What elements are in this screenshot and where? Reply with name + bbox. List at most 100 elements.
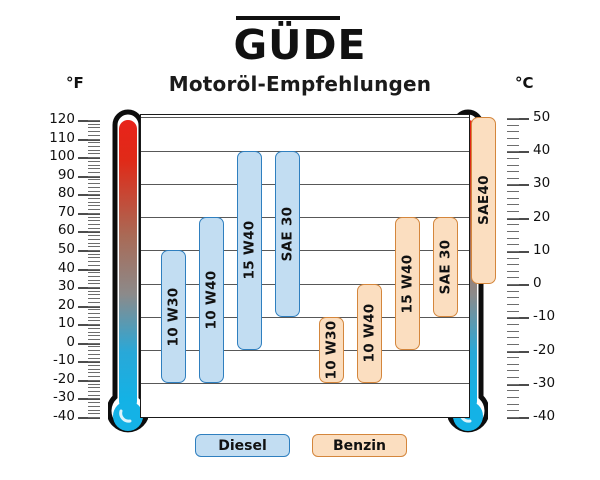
axis-tick-label: 10 <box>533 241 551 258</box>
axis-tick-minor <box>88 164 100 166</box>
brand-logo: GÜDE <box>0 16 600 67</box>
axis-tick-minor <box>507 230 519 232</box>
oil-range-bar-label: SAE 30 <box>437 239 454 295</box>
axis-tick-major <box>507 250 529 253</box>
axis-tick-label: 100 <box>49 148 75 165</box>
legend-item[interactable]: Benzin <box>312 434 407 457</box>
axis-tick-minor <box>507 191 519 193</box>
axis-tick-minor <box>88 179 100 181</box>
axis-tick-minor <box>507 151 519 153</box>
axis-tick-minor <box>88 394 100 396</box>
axis-tick-minor <box>88 405 100 407</box>
axis-tick-minor <box>88 183 100 185</box>
gridline <box>141 316 469 318</box>
oil-range-bar-label: 10 W40 <box>203 270 220 330</box>
axis-tick-minor <box>507 337 519 339</box>
axis-tick-minor <box>88 227 100 229</box>
legend-item[interactable]: Diesel <box>195 434 290 457</box>
axis-tick-major <box>507 417 529 419</box>
axis-tick-minor <box>88 327 100 329</box>
axis-tick-major <box>507 184 529 187</box>
axis-tick-minor <box>88 275 100 277</box>
axis-tick-minor <box>88 305 100 307</box>
axis-tick-label: 40 <box>533 142 551 159</box>
axis-tick-minor <box>88 153 100 155</box>
axis-tick-minor <box>88 246 100 248</box>
axis-tick-minor <box>88 391 100 392</box>
oil-range-bar-label: 15 W40 <box>399 254 416 313</box>
axis-tick-minor <box>88 365 100 367</box>
axis-tick-minor <box>507 118 519 119</box>
axis-tick-minor <box>88 168 100 170</box>
axis-tick-minor <box>88 342 100 344</box>
axis-tick-minor <box>507 383 519 385</box>
axis-tick-minor <box>507 390 519 392</box>
axis-tick-minor <box>88 313 100 315</box>
axis-tick-major <box>78 361 100 364</box>
axis-tick-minor <box>88 387 100 389</box>
axis-tick-minor <box>507 410 519 412</box>
axis-tick-minor <box>507 417 519 418</box>
axis-tick-label: 70 <box>57 203 75 220</box>
oil-range-bar-label: 15 W40 <box>241 220 258 280</box>
axis-tick-minor <box>507 257 519 259</box>
axis-tick-label: 20 <box>533 208 551 225</box>
axis-tick-minor <box>507 277 519 279</box>
axis-tick-minor <box>88 249 100 251</box>
axis-tick-minor <box>507 204 519 206</box>
axis-tick-minor <box>507 284 519 286</box>
axis-tick-minor <box>88 353 100 355</box>
axis-tick-minor <box>88 134 100 136</box>
axis-tick-minor <box>88 212 100 214</box>
axis-tick-minor <box>88 194 100 196</box>
axis-tick-minor <box>88 287 100 289</box>
axis-tick-label: 120 <box>49 111 75 127</box>
axis-tick-minor <box>88 238 100 240</box>
axis-tick-minor <box>88 402 100 404</box>
axis-tick-minor <box>88 301 100 303</box>
axis-tick-major <box>78 231 100 234</box>
axis-tick-minor <box>88 264 100 266</box>
axis-tick-minor <box>88 316 100 318</box>
axis-tick-minor <box>507 350 519 352</box>
axis-tick-minor <box>88 157 100 159</box>
axis-tick-label: 110 <box>49 129 75 146</box>
axis-tick-major <box>507 350 529 353</box>
axis-tick-minor <box>88 324 100 326</box>
axis-tick-minor <box>88 413 100 415</box>
oil-range-bar: 10 W40 <box>357 283 382 384</box>
axis-tick-minor <box>507 363 519 365</box>
axis-tick-minor <box>88 242 100 244</box>
axis-tick-minor <box>507 330 519 332</box>
axis-tick-minor <box>507 323 519 325</box>
axis-tick-minor <box>88 175 100 177</box>
axis-tick-minor <box>88 257 100 259</box>
oil-range-bar-label: 10 W30 <box>165 287 182 347</box>
axis-tick-minor <box>88 379 100 381</box>
page-title: Motoröl-Empfehlungen <box>168 72 432 96</box>
axis-unit-celsius: °C <box>515 74 534 92</box>
axis-tick-minor <box>88 417 100 418</box>
axis-tick-minor <box>88 268 100 270</box>
axis-tick-label: 90 <box>57 166 75 183</box>
axis-tick-minor <box>507 164 519 166</box>
axis-tick-minor <box>507 377 519 379</box>
axis-tick-label: -40 <box>52 408 75 424</box>
gridline <box>141 283 469 285</box>
axis-tick-major <box>78 287 100 290</box>
gridline <box>141 250 469 252</box>
axis-tick-minor <box>507 131 519 133</box>
axis-tick-label: -30 <box>52 389 75 406</box>
axis-tick-label: 60 <box>57 222 75 239</box>
axis-tick-major <box>507 151 529 154</box>
fahrenheit-scale: 120 110 100 90 80 70 60 50 40 30 20 10 0 -10 -20 -30 -40 <box>40 112 130 423</box>
oil-range-bar: SAE40 <box>471 117 496 284</box>
oil-range-bar: 15 W40 <box>237 150 262 350</box>
axis-tick-minor <box>507 137 519 139</box>
axis-tick-minor <box>88 171 100 173</box>
gridline <box>141 117 469 119</box>
axis-tick-minor <box>507 217 519 219</box>
axis-tick-minor <box>88 361 100 363</box>
axis-tick-minor <box>88 123 100 125</box>
